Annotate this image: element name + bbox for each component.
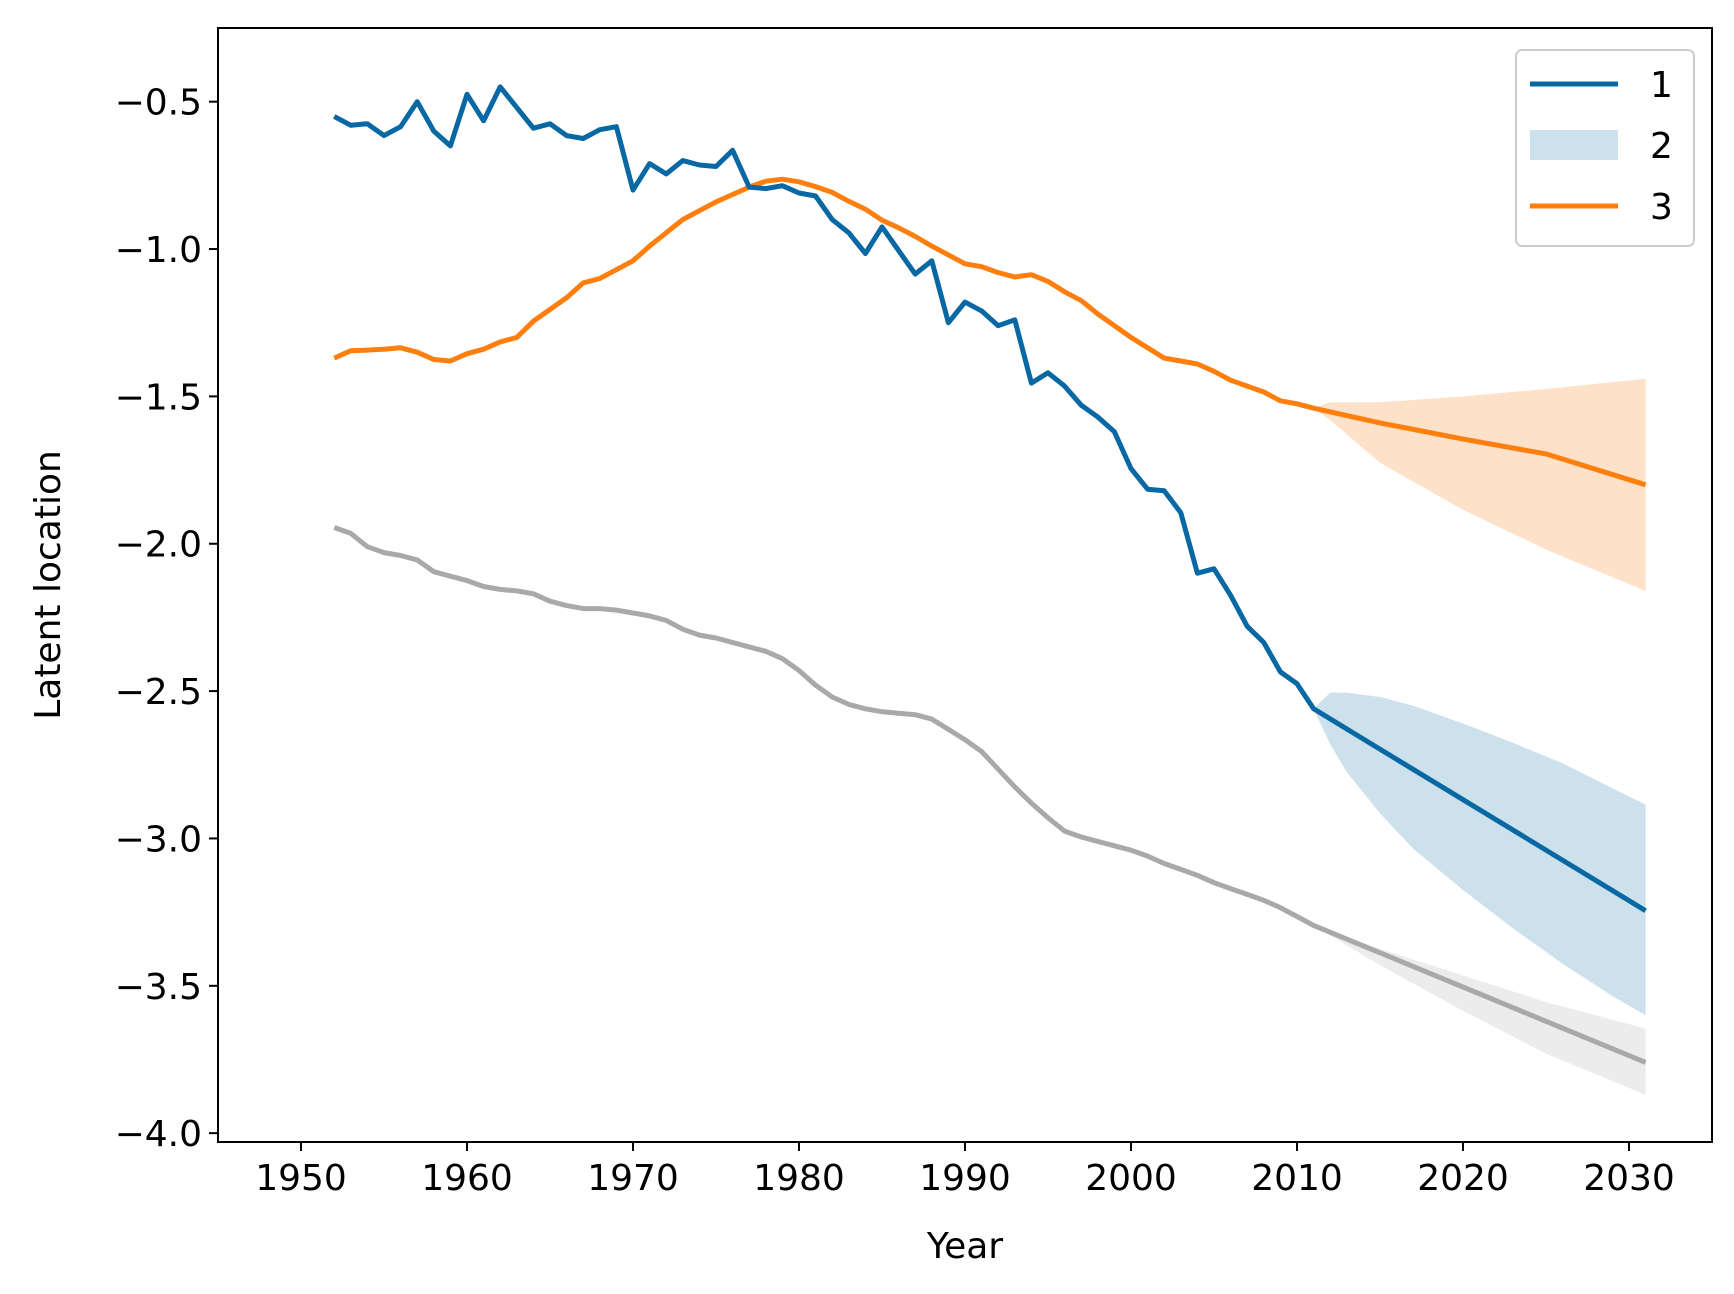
confidence-band-1	[1313, 692, 1646, 1016]
x-tick-label: 2000	[1085, 1158, 1177, 1199]
y-tick-label: −1.0	[115, 230, 202, 271]
x-tick-label: 2020	[1417, 1158, 1509, 1199]
legend: 1 2 3	[1515, 49, 1695, 247]
x-tick-label: 1970	[587, 1158, 679, 1199]
series-line-1	[333, 84, 1647, 913]
series-line-3	[333, 525, 1647, 1065]
legend-label-3: 3	[1650, 187, 1673, 228]
series-line-2	[333, 176, 1647, 488]
x-tick-label: 2030	[1583, 1158, 1675, 1199]
confidence-band-3	[1313, 925, 1646, 1095]
y-tick-label: −3.5	[115, 967, 202, 1008]
y-tick-label: −0.5	[115, 83, 202, 124]
y-tick-label: −1.5	[115, 377, 202, 418]
y-tick-label: −2.0	[115, 525, 202, 566]
y-axis-label: Latent location	[28, 450, 69, 720]
y-axis-ticks: −0.5 −1.0 −1.5 −2.0 −2.5 −3.0 −3.5 −4.0	[115, 83, 218, 1155]
legend-swatch-2	[1530, 130, 1618, 160]
x-axis-ticks: 1950 1960 1970 1980 1990 2000 2010 2020 2030	[255, 1142, 1675, 1199]
confidence-band-2	[1313, 378, 1646, 591]
y-tick-label: −3.0	[115, 819, 202, 860]
y-tick-label: −4.0	[115, 1114, 202, 1155]
x-axis-label: Year	[926, 1226, 1003, 1267]
y-tick-label: −2.5	[115, 672, 202, 713]
series-lines	[333, 84, 1647, 1065]
legend-label-2: 2	[1650, 126, 1673, 167]
x-tick-label: 1950	[255, 1158, 347, 1199]
x-tick-label: 1980	[753, 1158, 845, 1199]
x-tick-label: 1960	[421, 1158, 513, 1199]
legend-label-1: 1	[1650, 65, 1673, 106]
confidence-bands	[1313, 378, 1646, 1095]
x-tick-label: 1990	[919, 1158, 1011, 1199]
x-tick-label: 2010	[1251, 1158, 1343, 1199]
